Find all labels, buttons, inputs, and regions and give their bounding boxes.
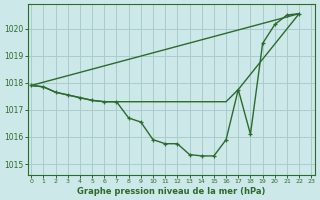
X-axis label: Graphe pression niveau de la mer (hPa): Graphe pression niveau de la mer (hPa) (77, 187, 266, 196)
